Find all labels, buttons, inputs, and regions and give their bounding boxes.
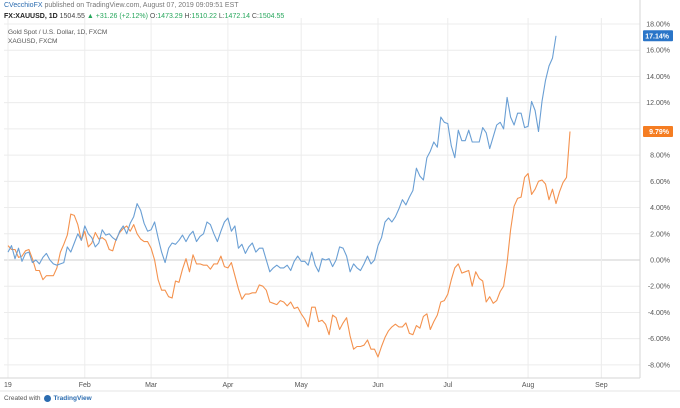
low-label: L: xyxy=(218,13,225,20)
author-link[interactable]: CVecchioFX xyxy=(4,2,43,9)
x-tick-label: Apr xyxy=(222,382,234,389)
x-tick-label: Jul xyxy=(443,382,452,389)
y-tick-label: 14.00% xyxy=(646,74,670,81)
last-value-label-gold: 17.14% xyxy=(645,33,670,40)
x-tick-label: Sep xyxy=(595,382,608,389)
low-value: 1472.14 xyxy=(224,13,250,20)
y-axis: 18.00%16.00%14.00%12.00%10.00%8.00%6.00%… xyxy=(646,22,670,370)
y-tick-label: -4.00% xyxy=(648,310,670,317)
y-tick-label: 2.00% xyxy=(650,231,670,238)
y-tick-label: 8.00% xyxy=(650,153,670,160)
y-tick-label: 4.00% xyxy=(650,205,670,212)
tradingview-brand[interactable]: TradingView xyxy=(53,395,92,402)
y-tick-label: -6.00% xyxy=(648,336,670,343)
last-value-badges: 17.14% 9.79% xyxy=(643,30,673,138)
open-value: 1473.29 xyxy=(157,13,183,20)
x-tick-label: May xyxy=(295,382,309,389)
close-label: C: xyxy=(251,13,259,20)
last-value-label-silver: 9.79% xyxy=(649,129,670,136)
x-tick-label: Jun xyxy=(372,382,383,389)
high-label: H: xyxy=(184,13,192,20)
y-tick-label: 18.00% xyxy=(646,22,670,29)
published-text: published on TradingView.com, August 07,… xyxy=(44,2,239,9)
publish-info: CVecchioFX published on TradingView.com,… xyxy=(4,2,239,9)
x-tick-label: Aug xyxy=(522,382,535,389)
y-tick-label: -8.00% xyxy=(648,362,670,369)
last-value-badge-gold xyxy=(643,30,673,42)
footer: Created with TradingView xyxy=(4,395,92,402)
x-tick-label: Feb xyxy=(79,382,91,389)
close-value: 1504.55 xyxy=(258,13,285,20)
open-label: O: xyxy=(149,13,158,20)
change-value: ▲ +31.26 (+2.12%) xyxy=(86,13,148,20)
grid-lines xyxy=(0,0,680,392)
tradingview-logo-icon xyxy=(43,395,51,402)
last-price: 1504.55 xyxy=(59,13,85,20)
legend-gold[interactable]: Gold Spot / U.S. Dollar, 1D, FXCM xyxy=(8,29,108,36)
y-tick-label: 6.00% xyxy=(650,179,670,186)
series-layer xyxy=(7,35,571,358)
x-tick-label: Mar xyxy=(145,382,158,389)
y-tick-label: 12.00% xyxy=(646,100,670,107)
last-value-badge-silver xyxy=(643,126,673,138)
series-line-gold xyxy=(7,35,557,273)
chart-legend: Gold Spot / U.S. Dollar, 1D, FXCM XAGUSD… xyxy=(8,28,107,46)
y-tick-label: -2.00% xyxy=(648,284,670,291)
x-tick-label: 19 xyxy=(4,382,12,389)
series-line-silver xyxy=(7,131,571,358)
y-tick-label: 16.00% xyxy=(646,48,670,55)
ohlc-bar: FX:XAUUSD, 1D 1504.55 ▲ +31.26 (+2.12%) … xyxy=(4,13,284,20)
created-with-label: Created with xyxy=(4,395,41,402)
legend-silver[interactable]: XAGUSD, FXCM xyxy=(8,38,58,45)
high-value: 1510.22 xyxy=(191,13,217,20)
y-tick-label: 0.00% xyxy=(650,258,670,265)
symbol-label: FX:XAUUSD, 1D xyxy=(4,13,58,20)
x-axis: 19 Feb Mar Apr May Jun Jul Aug Sep xyxy=(4,382,608,389)
